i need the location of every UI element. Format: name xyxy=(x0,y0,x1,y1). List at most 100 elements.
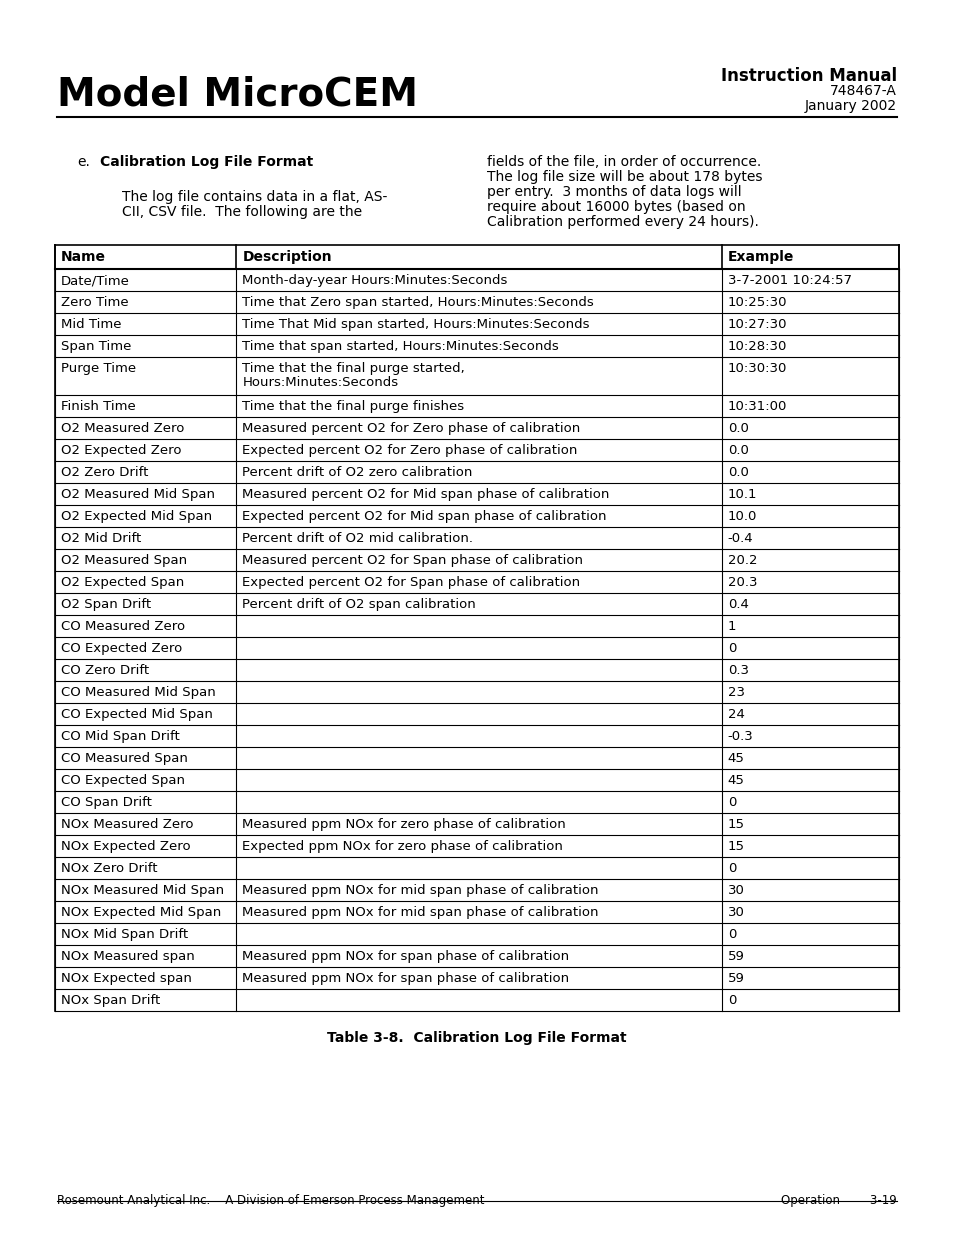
Text: Time That Mid span started, Hours:Minutes:Seconds: Time That Mid span started, Hours:Minute… xyxy=(242,317,589,331)
Text: 10:25:30: 10:25:30 xyxy=(727,296,786,309)
Text: Month-day-year Hours:Minutes:Seconds: Month-day-year Hours:Minutes:Seconds xyxy=(242,274,507,287)
Text: Name: Name xyxy=(61,249,106,264)
Text: Measured percent O2 for Zero phase of calibration: Measured percent O2 for Zero phase of ca… xyxy=(242,422,580,435)
Text: 30: 30 xyxy=(727,906,744,919)
Text: CO Expected Span: CO Expected Span xyxy=(61,774,185,787)
Text: 10:31:00: 10:31:00 xyxy=(727,400,786,412)
Text: O2 Span Drift: O2 Span Drift xyxy=(61,598,151,611)
Text: NOx Expected span: NOx Expected span xyxy=(61,972,192,986)
Text: 10:30:30: 10:30:30 xyxy=(727,362,786,375)
Text: NOx Measured Mid Span: NOx Measured Mid Span xyxy=(61,884,224,897)
Text: require about 16000 bytes (based on: require about 16000 bytes (based on xyxy=(486,200,745,214)
Text: Expected ppm NOx for zero phase of calibration: Expected ppm NOx for zero phase of calib… xyxy=(242,840,562,853)
Text: Expected percent O2 for Mid span phase of calibration: Expected percent O2 for Mid span phase o… xyxy=(242,510,606,522)
Text: 0.3: 0.3 xyxy=(727,664,748,677)
Text: 0.0: 0.0 xyxy=(727,422,748,435)
Text: Measured percent O2 for Mid span phase of calibration: Measured percent O2 for Mid span phase o… xyxy=(242,488,609,501)
Text: 0: 0 xyxy=(727,862,736,876)
Text: The log file size will be about 178 bytes: The log file size will be about 178 byte… xyxy=(486,170,761,184)
Text: Rosemount Analytical Inc.    A Division of Emerson Process Management: Rosemount Analytical Inc. A Division of … xyxy=(57,1194,484,1207)
Text: 748467-A: 748467-A xyxy=(829,84,896,98)
Text: 45: 45 xyxy=(727,752,744,764)
Text: 0.4: 0.4 xyxy=(727,598,748,611)
Text: Time that Zero span started, Hours:Minutes:Seconds: Time that Zero span started, Hours:Minut… xyxy=(242,296,594,309)
Text: Percent drift of O2 zero calibration: Percent drift of O2 zero calibration xyxy=(242,466,473,479)
Text: CII, CSV file.  The following are the: CII, CSV file. The following are the xyxy=(122,205,362,219)
Text: Measured ppm NOx for span phase of calibration: Measured ppm NOx for span phase of calib… xyxy=(242,950,569,963)
Text: Measured percent O2 for Span phase of calibration: Measured percent O2 for Span phase of ca… xyxy=(242,555,583,567)
Text: 10:28:30: 10:28:30 xyxy=(727,340,786,353)
Text: Measured ppm NOx for mid span phase of calibration: Measured ppm NOx for mid span phase of c… xyxy=(242,906,598,919)
Text: Hours:Minutes:Seconds: Hours:Minutes:Seconds xyxy=(242,375,398,389)
Text: O2 Measured Mid Span: O2 Measured Mid Span xyxy=(61,488,214,501)
Text: Table 3-8.  Calibration Log File Format: Table 3-8. Calibration Log File Format xyxy=(327,1031,626,1045)
Text: O2 Measured Zero: O2 Measured Zero xyxy=(61,422,184,435)
Text: Calibration Log File Format: Calibration Log File Format xyxy=(100,156,313,169)
Text: Measured ppm NOx for mid span phase of calibration: Measured ppm NOx for mid span phase of c… xyxy=(242,884,598,897)
Text: Measured ppm NOx for zero phase of calibration: Measured ppm NOx for zero phase of calib… xyxy=(242,818,566,831)
Text: 3-7-2001 10:24:57: 3-7-2001 10:24:57 xyxy=(727,274,851,287)
Text: 1: 1 xyxy=(727,620,736,634)
Text: Zero Time: Zero Time xyxy=(61,296,129,309)
Text: 59: 59 xyxy=(727,972,744,986)
Text: fields of the file, in order of occurrence.: fields of the file, in order of occurren… xyxy=(486,156,760,169)
Text: 45: 45 xyxy=(727,774,744,787)
Text: CO Expected Zero: CO Expected Zero xyxy=(61,642,182,655)
Text: e.: e. xyxy=(77,156,90,169)
Text: The log file contains data in a flat, AS-: The log file contains data in a flat, AS… xyxy=(122,190,387,204)
Text: 0: 0 xyxy=(727,642,736,655)
Text: 10.0: 10.0 xyxy=(727,510,757,522)
Text: Span Time: Span Time xyxy=(61,340,132,353)
Text: O2 Expected Mid Span: O2 Expected Mid Span xyxy=(61,510,212,522)
Text: O2 Mid Drift: O2 Mid Drift xyxy=(61,532,141,545)
Text: Time that the final purge started,: Time that the final purge started, xyxy=(242,362,465,375)
Text: -0.3: -0.3 xyxy=(727,730,753,743)
Text: Operation        3-19: Operation 3-19 xyxy=(781,1194,896,1207)
Text: 0: 0 xyxy=(727,797,736,809)
Text: CO Measured Mid Span: CO Measured Mid Span xyxy=(61,685,215,699)
Text: 20.3: 20.3 xyxy=(727,576,757,589)
Text: NOx Mid Span Drift: NOx Mid Span Drift xyxy=(61,927,188,941)
Text: O2 Expected Zero: O2 Expected Zero xyxy=(61,445,181,457)
Text: January 2002: January 2002 xyxy=(804,99,896,112)
Text: 23: 23 xyxy=(727,685,744,699)
Text: Description: Description xyxy=(242,249,332,264)
Text: 59: 59 xyxy=(727,950,744,963)
Text: NOx Zero Drift: NOx Zero Drift xyxy=(61,862,157,876)
Text: O2 Zero Drift: O2 Zero Drift xyxy=(61,466,149,479)
Text: Percent drift of O2 span calibration: Percent drift of O2 span calibration xyxy=(242,598,476,611)
Text: Calibration performed every 24 hours).: Calibration performed every 24 hours). xyxy=(486,215,758,228)
Text: Date/Time: Date/Time xyxy=(61,274,130,287)
Text: CO Mid Span Drift: CO Mid Span Drift xyxy=(61,730,179,743)
Text: 0.0: 0.0 xyxy=(727,445,748,457)
Text: O2 Expected Span: O2 Expected Span xyxy=(61,576,184,589)
Text: O2 Measured Span: O2 Measured Span xyxy=(61,555,187,567)
Text: CO Expected Mid Span: CO Expected Mid Span xyxy=(61,708,213,721)
Text: Percent drift of O2 mid calibration.: Percent drift of O2 mid calibration. xyxy=(242,532,473,545)
Text: Time that span started, Hours:Minutes:Seconds: Time that span started, Hours:Minutes:Se… xyxy=(242,340,558,353)
Text: NOx Expected Mid Span: NOx Expected Mid Span xyxy=(61,906,221,919)
Text: 0: 0 xyxy=(727,994,736,1007)
Text: 20.2: 20.2 xyxy=(727,555,757,567)
Text: Model MicroCEM: Model MicroCEM xyxy=(57,75,417,112)
Text: -0.4: -0.4 xyxy=(727,532,753,545)
Text: 10.1: 10.1 xyxy=(727,488,757,501)
Text: Mid Time: Mid Time xyxy=(61,317,121,331)
Text: Instruction Manual: Instruction Manual xyxy=(720,67,896,85)
Text: NOx Span Drift: NOx Span Drift xyxy=(61,994,160,1007)
Text: CO Measured Zero: CO Measured Zero xyxy=(61,620,185,634)
Text: 15: 15 xyxy=(727,818,744,831)
Text: NOx Measured Zero: NOx Measured Zero xyxy=(61,818,193,831)
Text: 0.0: 0.0 xyxy=(727,466,748,479)
Text: NOx Expected Zero: NOx Expected Zero xyxy=(61,840,191,853)
Text: Measured ppm NOx for span phase of calibration: Measured ppm NOx for span phase of calib… xyxy=(242,972,569,986)
Text: Expected percent O2 for Zero phase of calibration: Expected percent O2 for Zero phase of ca… xyxy=(242,445,578,457)
Text: Time that the final purge finishes: Time that the final purge finishes xyxy=(242,400,464,412)
Text: 10:27:30: 10:27:30 xyxy=(727,317,786,331)
Text: Example: Example xyxy=(727,249,793,264)
Text: Purge Time: Purge Time xyxy=(61,362,136,375)
Text: NOx Measured span: NOx Measured span xyxy=(61,950,194,963)
Text: 30: 30 xyxy=(727,884,744,897)
Text: CO Measured Span: CO Measured Span xyxy=(61,752,188,764)
Text: 15: 15 xyxy=(727,840,744,853)
